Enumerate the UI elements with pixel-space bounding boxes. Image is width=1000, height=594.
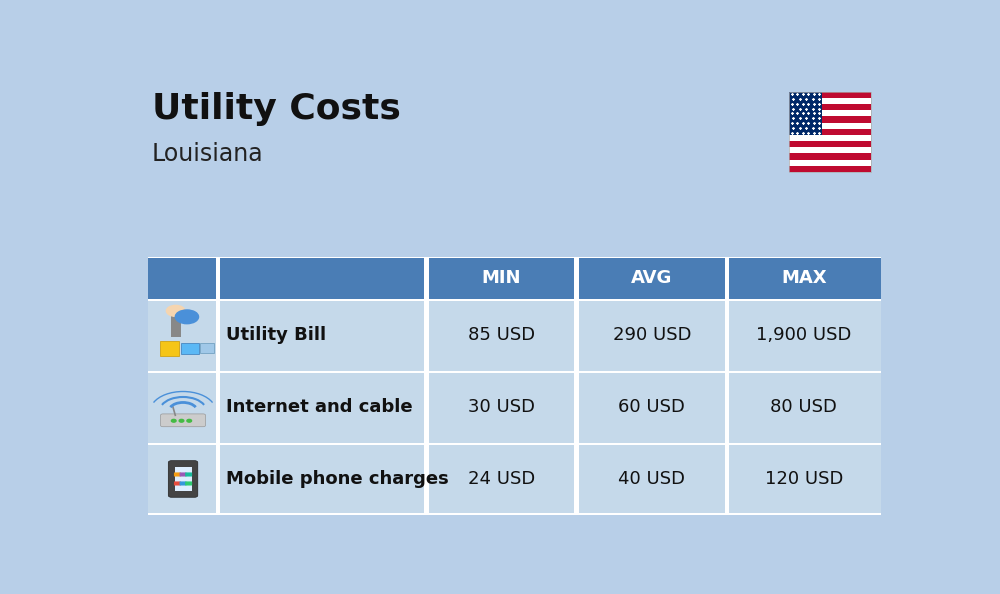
- Bar: [789, 110, 871, 116]
- Text: Mobile phone charges: Mobile phone charges: [226, 470, 448, 488]
- Bar: [725, 371, 729, 443]
- Text: Internet and cable: Internet and cable: [226, 398, 412, 416]
- Text: Louisiana: Louisiana: [152, 142, 264, 166]
- Text: 30 USD: 30 USD: [468, 398, 535, 416]
- Circle shape: [187, 419, 192, 422]
- Bar: [789, 122, 871, 129]
- Bar: [424, 443, 429, 515]
- Bar: [789, 166, 871, 172]
- Text: 60 USD: 60 USD: [618, 398, 685, 416]
- Text: Utility Costs: Utility Costs: [152, 92, 401, 126]
- Bar: [789, 92, 871, 98]
- Bar: [725, 443, 729, 515]
- Bar: [789, 92, 871, 172]
- FancyBboxPatch shape: [180, 481, 187, 485]
- Bar: [789, 160, 871, 166]
- Text: 290 USD: 290 USD: [613, 326, 691, 344]
- Text: 85 USD: 85 USD: [468, 326, 535, 344]
- Bar: [148, 257, 881, 299]
- Text: 120 USD: 120 USD: [765, 470, 843, 488]
- Bar: [171, 315, 181, 337]
- Bar: [424, 257, 429, 299]
- Circle shape: [179, 419, 184, 422]
- Bar: [789, 147, 871, 153]
- Bar: [148, 443, 881, 445]
- Bar: [789, 98, 871, 104]
- Bar: [574, 371, 579, 443]
- Bar: [574, 257, 579, 299]
- Bar: [789, 116, 871, 122]
- Bar: [216, 371, 220, 443]
- Bar: [148, 299, 881, 301]
- Bar: [216, 443, 220, 515]
- Bar: [175, 467, 192, 491]
- Bar: [148, 513, 881, 515]
- Bar: [148, 257, 881, 258]
- Text: AVG: AVG: [631, 269, 672, 287]
- Bar: [148, 371, 881, 373]
- Bar: [148, 299, 881, 371]
- Bar: [216, 299, 220, 371]
- Bar: [424, 371, 429, 443]
- FancyBboxPatch shape: [168, 461, 198, 497]
- Bar: [789, 141, 871, 147]
- Bar: [200, 343, 214, 352]
- Text: Utility Bill: Utility Bill: [226, 326, 326, 344]
- Bar: [148, 371, 881, 443]
- Bar: [216, 257, 220, 299]
- Bar: [181, 343, 199, 355]
- FancyBboxPatch shape: [185, 472, 192, 476]
- Text: 40 USD: 40 USD: [618, 470, 685, 488]
- Text: 24 USD: 24 USD: [468, 470, 535, 488]
- Text: 80 USD: 80 USD: [770, 398, 837, 416]
- Bar: [574, 443, 579, 515]
- FancyBboxPatch shape: [180, 472, 187, 476]
- FancyBboxPatch shape: [185, 481, 192, 485]
- Bar: [424, 299, 429, 371]
- Circle shape: [171, 419, 176, 422]
- Bar: [148, 443, 881, 515]
- FancyBboxPatch shape: [174, 472, 181, 476]
- Bar: [160, 341, 179, 356]
- Bar: [725, 299, 729, 371]
- Text: MIN: MIN: [482, 269, 521, 287]
- Bar: [789, 92, 822, 135]
- Text: MAX: MAX: [781, 269, 827, 287]
- Circle shape: [166, 305, 185, 317]
- Bar: [725, 257, 729, 299]
- Circle shape: [175, 310, 199, 324]
- Bar: [789, 129, 871, 135]
- Bar: [574, 299, 579, 371]
- FancyBboxPatch shape: [161, 414, 206, 426]
- Bar: [789, 153, 871, 160]
- Text: 1,900 USD: 1,900 USD: [756, 326, 851, 344]
- Bar: [789, 104, 871, 110]
- FancyBboxPatch shape: [174, 481, 181, 485]
- Bar: [789, 135, 871, 141]
